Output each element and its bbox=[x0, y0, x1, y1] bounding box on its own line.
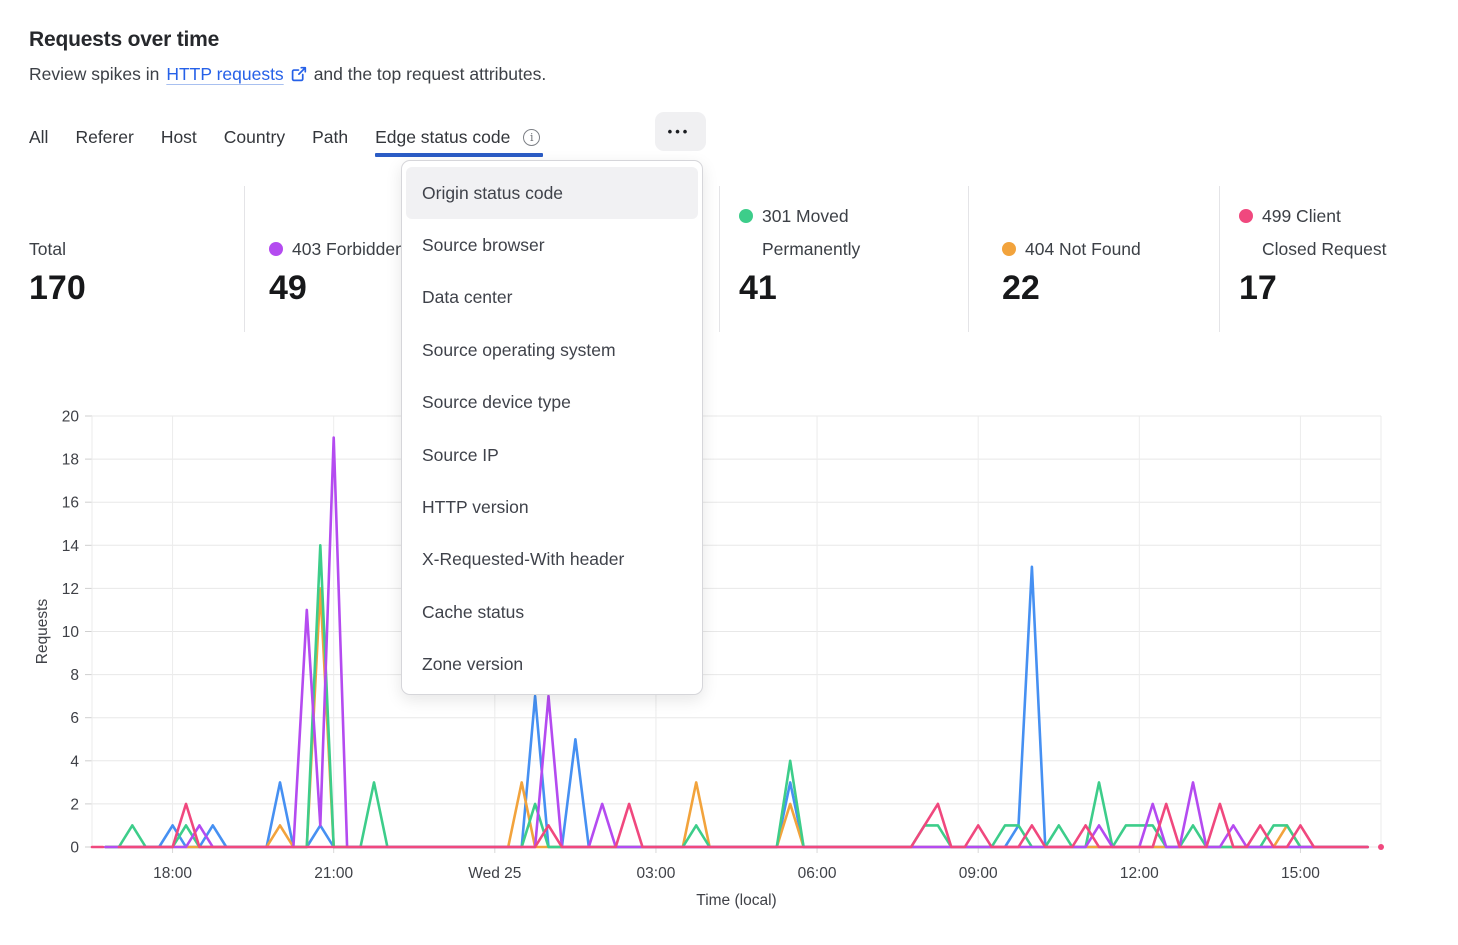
tab-label: Referer bbox=[75, 126, 134, 147]
menu-item-origin-status-code[interactable]: Origin status code bbox=[406, 167, 698, 220]
y-tick-label: 2 bbox=[70, 796, 79, 813]
menu-item-source-operating-system[interactable]: Source operating system bbox=[422, 339, 616, 360]
more-tabs-button[interactable]: ••• bbox=[655, 112, 706, 151]
y-tick-label: 16 bbox=[62, 495, 79, 512]
stat-value: 17 bbox=[1239, 269, 1277, 307]
stat-499-client-closed-request: 499 Client Closed Request 17 bbox=[1239, 186, 1387, 308]
subtitle-prefix: Review spikes in bbox=[29, 64, 160, 84]
stat-divider bbox=[968, 186, 969, 332]
tab-label: Path bbox=[312, 126, 349, 147]
menu-item-http-version[interactable]: HTTP version bbox=[422, 497, 529, 518]
tab-label: Edge status code bbox=[375, 126, 511, 147]
tab-path[interactable]: Path bbox=[312, 118, 348, 156]
stat-301-moved-permanently: 301 Moved Permanently 41 bbox=[739, 186, 860, 308]
menu-item-source-browser[interactable]: Source browser bbox=[422, 235, 545, 256]
ellipsis-icon: ••• bbox=[667, 124, 691, 139]
stat-value: 41 bbox=[739, 269, 777, 307]
active-tab-underline bbox=[375, 153, 544, 157]
y-axis-label: Requests bbox=[34, 599, 51, 665]
x-tick-label: 03:00 bbox=[637, 865, 676, 882]
menu-item-data-center[interactable]: Data center bbox=[422, 287, 513, 308]
stat-color-dot bbox=[1239, 209, 1253, 223]
stat-label: 499 Client Closed Request bbox=[1239, 200, 1387, 266]
menu-item-source-device-type[interactable]: Source device type bbox=[422, 392, 571, 413]
y-tick-label: 14 bbox=[62, 538, 80, 555]
stat-403-forbidden: 403 Forbidden 49 bbox=[269, 186, 405, 308]
x-tick-label: 06:00 bbox=[798, 865, 837, 882]
http-requests-link[interactable]: HTTP requests bbox=[166, 64, 284, 84]
x-tick-label: Wed 25 bbox=[468, 865, 521, 882]
menu-item-cache-status[interactable]: Cache status bbox=[422, 601, 525, 622]
y-tick-label: 10 bbox=[62, 624, 80, 641]
stat-label: 403 Forbidden bbox=[269, 233, 405, 266]
stat-divider bbox=[719, 186, 720, 332]
tab-referer[interactable]: Referer bbox=[75, 118, 133, 156]
attribute-tabs: All Referer Host Country Path Edge status cod… bbox=[29, 118, 544, 157]
y-tick-label: 6 bbox=[70, 710, 79, 727]
x-tick-label: 21:00 bbox=[314, 865, 353, 882]
tab-edge-status-code[interactable]: Edge status code i bbox=[375, 118, 544, 157]
stat-label: 301 Moved Permanently bbox=[739, 200, 860, 266]
stat-color-dot bbox=[1002, 242, 1016, 256]
chart-line-403-forbidden bbox=[104, 436, 1369, 849]
stat-value: 22 bbox=[1002, 269, 1040, 307]
tab-label: All bbox=[29, 126, 49, 147]
tab-all[interactable]: All bbox=[29, 118, 48, 156]
stat-label: Total bbox=[29, 239, 66, 259]
tab-host[interactable]: Host bbox=[161, 118, 197, 156]
external-link-icon bbox=[291, 66, 307, 82]
requests-chart-svg: 0 2 4 6 8 10 12 14 16 18 20 18:00 21:00 Wed 25 03:00 06… bbox=[34, 409, 1384, 909]
page-title: Requests over time bbox=[29, 28, 220, 52]
menu-item-zone-version[interactable]: Zone version bbox=[422, 654, 524, 675]
stat-color-dot bbox=[269, 242, 283, 256]
stat-label: 404 Not Found bbox=[1002, 233, 1141, 266]
y-tick-label: 8 bbox=[70, 667, 79, 684]
chart-line-499-client-closed-request-end-dot bbox=[1378, 844, 1384, 850]
menu-item-source-ip[interactable]: Source IP bbox=[422, 444, 499, 465]
attribute-menu: Origin status code Source browser Data cen… bbox=[401, 160, 703, 695]
menu-item-x-requested-with-header[interactable]: X-Requested-With header bbox=[422, 549, 625, 570]
stat-divider bbox=[1219, 186, 1220, 332]
requests-chart: 0 2 4 6 8 10 12 14 16 18 20 18:00 21:00 Wed 25 03:00 06… bbox=[0, 395, 1458, 940]
stat-value: 49 bbox=[269, 269, 307, 307]
tab-label: Country bbox=[223, 126, 286, 147]
y-tick-label: 12 bbox=[62, 581, 79, 598]
stat-divider bbox=[244, 186, 245, 332]
subtitle-suffix: and the top request attributes. bbox=[313, 64, 547, 84]
y-tick-label: 0 bbox=[70, 840, 79, 857]
stat-value: 170 bbox=[29, 269, 86, 307]
stat-404-not-found: 404 Not Found 22 bbox=[1002, 186, 1141, 308]
x-tick-label: 15:00 bbox=[1281, 865, 1320, 882]
x-tick-label: 18:00 bbox=[153, 865, 192, 882]
subtitle: Review spikes in HTTP requests and the t… bbox=[29, 62, 546, 86]
y-tick-label: 20 bbox=[62, 409, 80, 426]
stat-color-dot bbox=[739, 209, 753, 223]
chart-line-499-client-closed-request bbox=[117, 802, 1369, 849]
stats-row: Total 170 403 Forbidden 49 301 Moved Permanen… bbox=[0, 186, 1458, 336]
x-tick-label: 09:00 bbox=[959, 865, 998, 882]
info-icon[interactable]: i bbox=[523, 128, 541, 146]
x-tick-label: 12:00 bbox=[1120, 865, 1159, 882]
x-axis-label: Time (local) bbox=[696, 892, 776, 909]
tab-label: Host bbox=[160, 126, 197, 147]
y-tick-label: 4 bbox=[70, 753, 79, 770]
y-tick-label: 18 bbox=[62, 452, 79, 469]
tab-country[interactable]: Country bbox=[224, 118, 285, 156]
stat-total: Total 170 bbox=[29, 186, 86, 308]
